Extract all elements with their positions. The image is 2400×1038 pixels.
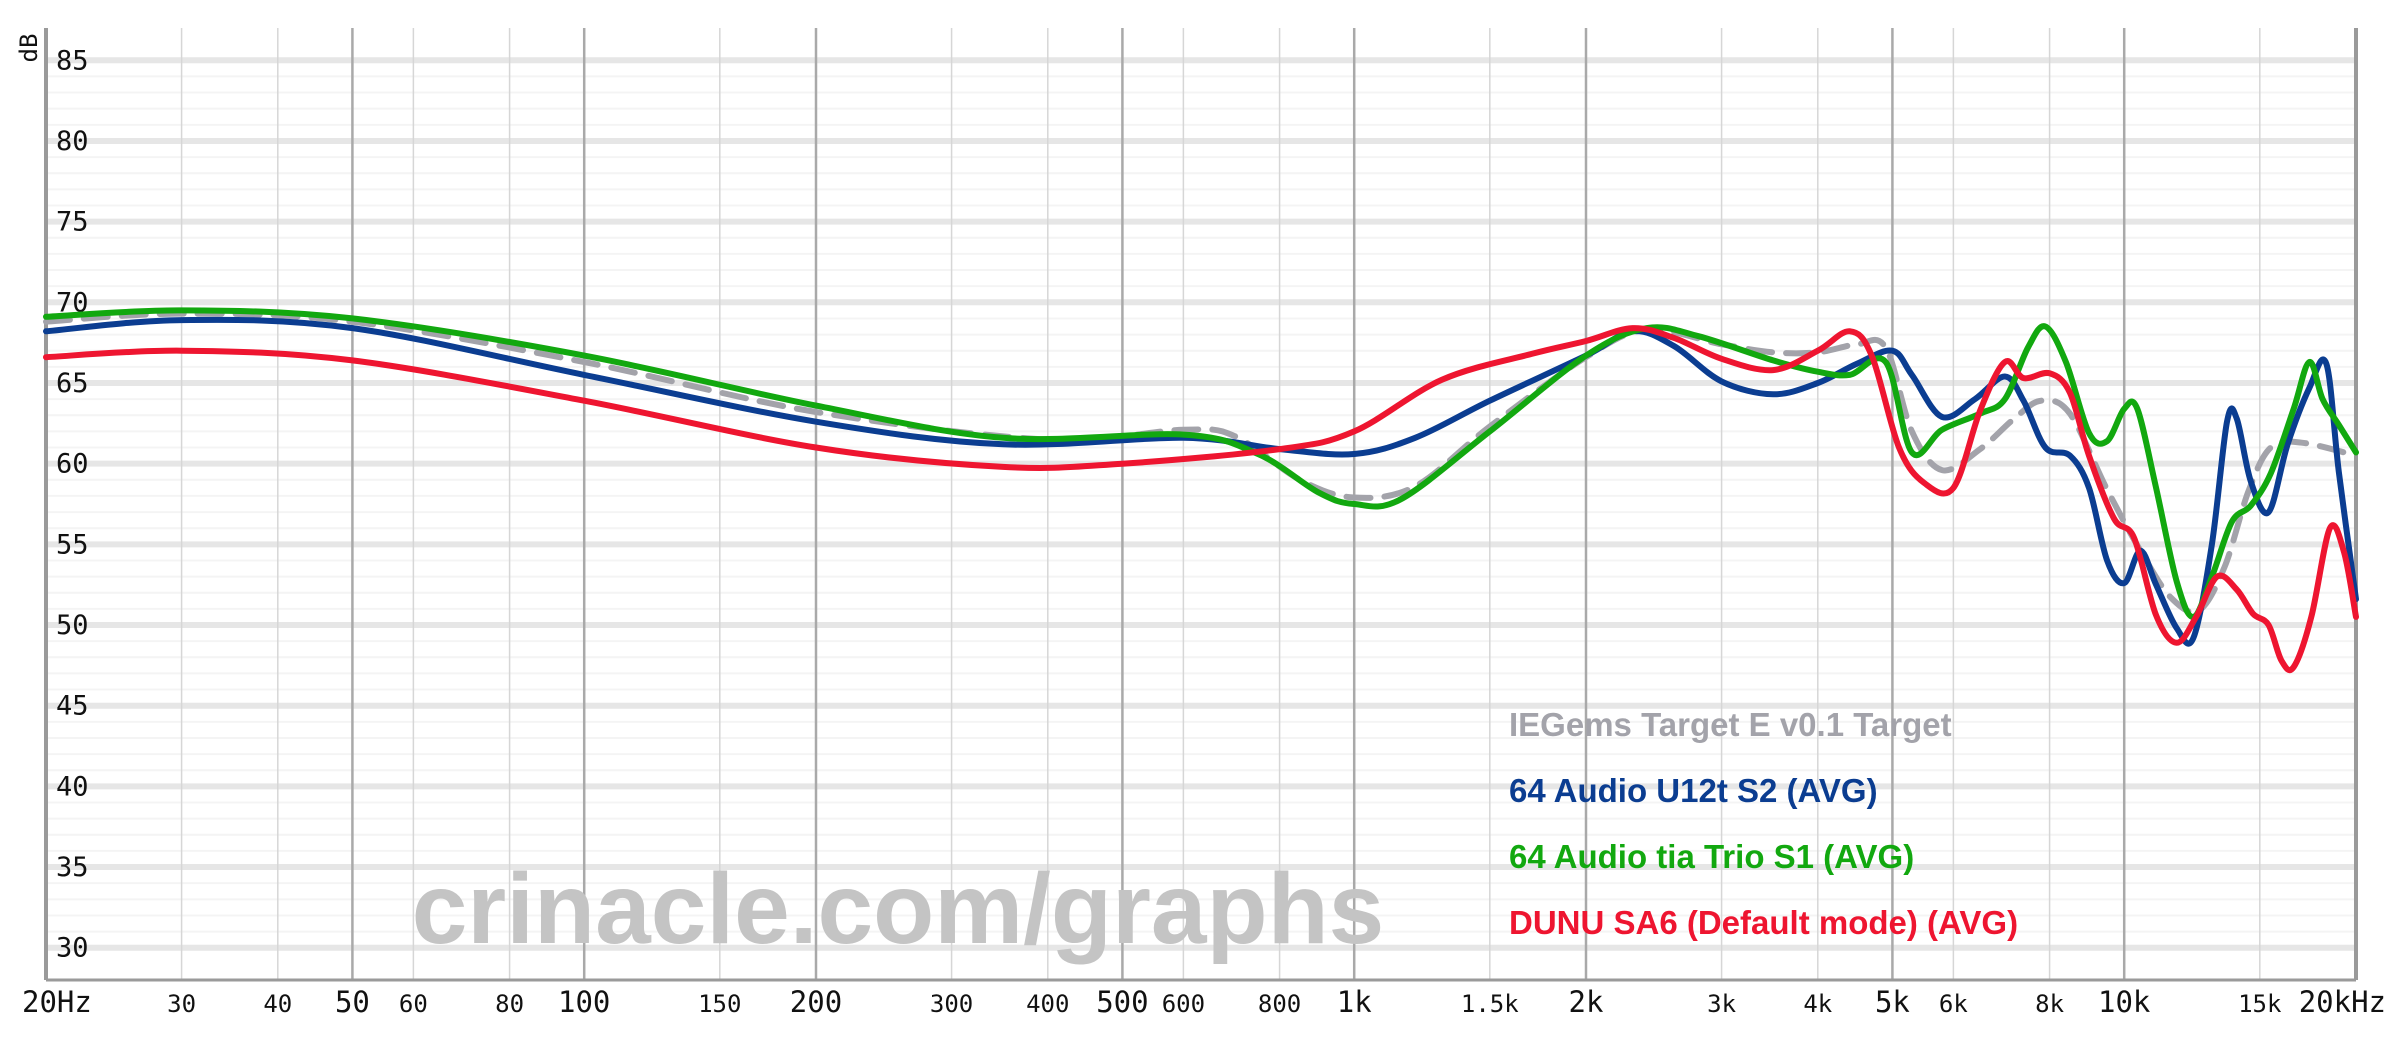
x-tick-label: 2k xyxy=(1569,985,1604,1019)
x-tick-label: 500 xyxy=(1096,985,1148,1019)
axes: dB xyxy=(15,28,2356,982)
x-tick-label: 20Hz xyxy=(22,985,92,1019)
y-tick-label: 65 xyxy=(56,368,89,399)
x-tick-label: 100 xyxy=(558,985,610,1019)
x-tick-label: 3k xyxy=(1707,990,1736,1018)
legend-entry-3: DUNU SA6 (Default mode) (AVG) xyxy=(1509,904,2018,941)
y-tick-label: 80 xyxy=(56,126,89,157)
x-tick-label: 300 xyxy=(930,990,973,1018)
y-tick-label: 50 xyxy=(56,610,89,641)
x-tick-label: 600 xyxy=(1162,990,1205,1018)
x-tick-label: 800 xyxy=(1258,990,1301,1018)
legend: IEGems Target E v0.1 Target 64 Audio U12t… xyxy=(1509,706,2018,941)
x-tick-label: 8k xyxy=(2035,990,2064,1018)
y-tick-label: 40 xyxy=(56,771,89,802)
x-tick-label: 1.5k xyxy=(1461,990,1519,1018)
series-line-1 xyxy=(43,316,2359,647)
x-tick-label: 1k xyxy=(1337,985,1372,1019)
series-line-2 xyxy=(43,307,2359,620)
y-axis-label: dB xyxy=(15,34,43,63)
x-tick-label: 20kHz xyxy=(2299,985,2386,1019)
x-tick-labels: 20Hz 30 40 50 60 80 100 150 200 300 400 500 600 800 1k… xyxy=(22,985,2386,1019)
x-tick-label: 6k xyxy=(1939,990,1968,1018)
series-line-0 xyxy=(43,310,2359,616)
x-tick-label: 400 xyxy=(1026,990,1069,1018)
x-tick-label: 10k xyxy=(2098,985,2151,1019)
y-tick-label: 35 xyxy=(56,852,89,883)
y-tick-label: 30 xyxy=(56,933,89,964)
y-tick-label: 75 xyxy=(56,207,89,238)
legend-entry-1: 64 Audio U12t S2 (AVG) xyxy=(1509,772,1878,809)
x-tick-label: 200 xyxy=(790,985,842,1019)
x-tick-label: 60 xyxy=(399,990,428,1018)
legend-entry-2: 64 Audio tia Trio S1 (AVG) xyxy=(1509,838,1914,875)
y-tick-label: 45 xyxy=(56,691,89,722)
y-tick-label: 60 xyxy=(56,449,89,480)
grid xyxy=(46,28,2358,980)
legend-entry-0: IEGems Target E v0.1 Target xyxy=(1509,706,1952,743)
x-tick-label: 80 xyxy=(495,990,524,1018)
x-tick-label: 40 xyxy=(263,990,292,1018)
series-lines xyxy=(43,307,2359,674)
series-line-3 xyxy=(43,325,2359,674)
x-tick-label: 50 xyxy=(335,985,370,1019)
x-tick-label: 30 xyxy=(167,990,196,1018)
x-tick-label: 15k xyxy=(2238,990,2282,1018)
watermark-text: crinacle.com/graphs xyxy=(412,853,1385,965)
x-tick-label: 5k xyxy=(1875,985,1910,1019)
y-tick-label: 55 xyxy=(56,529,89,560)
x-tick-label: 4k xyxy=(1803,990,1832,1018)
y-tick-label: 85 xyxy=(56,45,89,76)
x-tick-label: 150 xyxy=(698,990,741,1018)
